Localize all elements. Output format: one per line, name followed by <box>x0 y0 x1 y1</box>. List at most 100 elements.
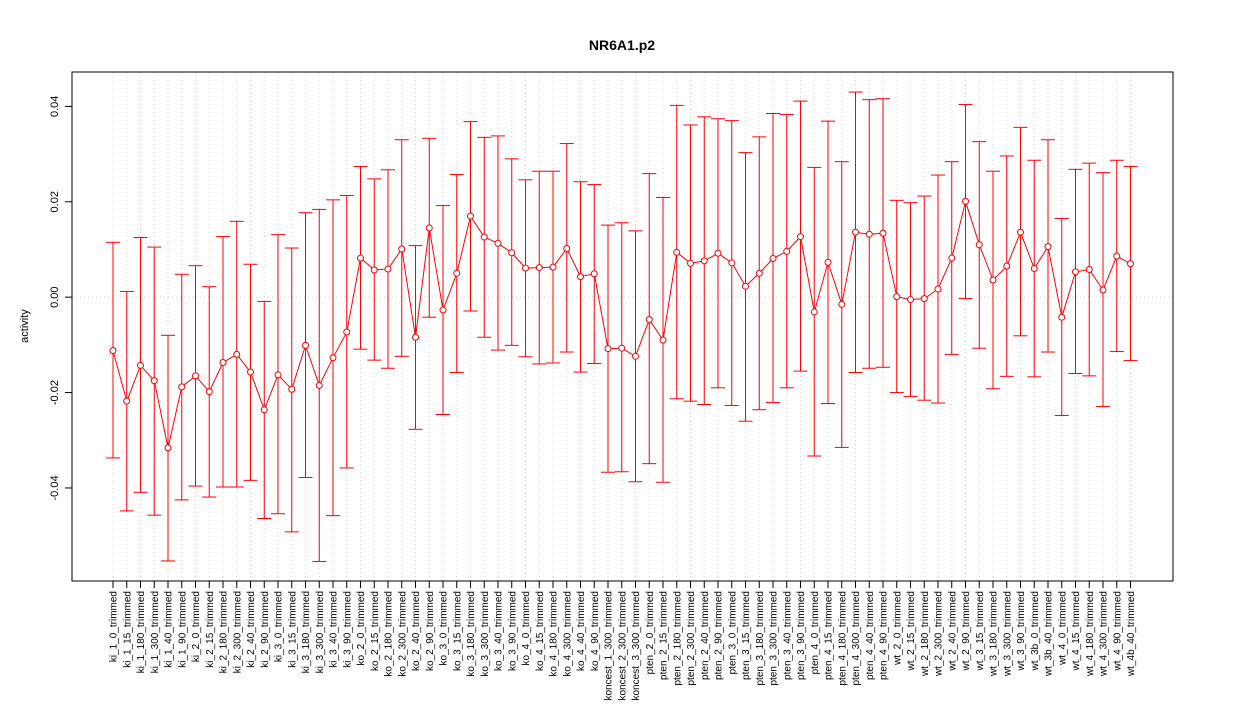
data-point <box>975 241 983 249</box>
data-point <box>535 264 543 272</box>
data-point <box>989 276 997 284</box>
data-point <box>453 269 461 277</box>
data-point <box>769 255 777 263</box>
x-tick-label: ki_1_90_trimmed <box>177 591 188 668</box>
x-tick-label: ki_3_180_trimmed <box>301 591 312 673</box>
x-tick-label: ko_2_300_trimmed <box>397 591 408 677</box>
data-point <box>1030 265 1038 273</box>
data-point <box>467 212 474 220</box>
data-point <box>137 361 144 369</box>
x-tick-label: ki_3_90_trimmed <box>342 591 353 668</box>
x-tick-label: ki_3_15_trimmed <box>287 591 298 668</box>
x-tick-label: ki_1_300_trimmed <box>150 591 161 673</box>
x-tick-label: ki_1_15_trimmed <box>122 591 133 668</box>
data-point <box>343 328 351 336</box>
x-tick-label: ko_2_90_trimmed <box>425 591 436 671</box>
x-tick-label: ko_3_0_trimmed <box>439 591 450 665</box>
x-tick-label: pten_3_300_trimmed <box>769 591 780 686</box>
x-tick-label: ko_4_180_trimmed <box>549 591 560 677</box>
x-tick-label: ki_2_0_trimmed <box>191 591 202 662</box>
data-point <box>645 316 653 324</box>
x-tick-label: pten_2_180_trimmed <box>672 591 683 686</box>
x-tick-label: ki_2_40_trimmed <box>246 591 257 668</box>
x-tick-label: wt_4b_40_trimmed <box>1126 591 1137 677</box>
x-tick-label: ko_4_0_trimmed <box>521 591 532 665</box>
data-point <box>329 354 337 362</box>
data-point <box>109 347 117 355</box>
x-tick-label: ko_4_15_trimmed <box>535 591 546 671</box>
y-tick-label: 0.02 <box>49 191 61 212</box>
data-point <box>590 270 598 278</box>
data-point <box>370 266 378 274</box>
x-tick-label: ko_3_40_trimmed <box>494 591 505 671</box>
data-point <box>247 368 254 376</box>
data-point <box>412 333 419 341</box>
error-bars <box>106 91 1138 562</box>
x-tick-label: ki_1_40_trimmed <box>164 591 175 668</box>
data-point <box>274 371 282 379</box>
data-point <box>1072 268 1079 276</box>
data-point <box>480 233 488 241</box>
data-point <box>494 239 502 247</box>
x-tick-label: pten_3_180_trimmed <box>755 591 766 686</box>
data-point <box>315 381 323 389</box>
x-tick-label: pten_2_40_trimmed <box>700 591 711 680</box>
data-point <box>178 383 186 391</box>
data-point <box>755 269 763 277</box>
x-tick-label: wt_3b_0_trimmed <box>1030 591 1041 671</box>
data-point <box>164 444 172 452</box>
y-axis: -0.04 -0.02 0.00 0.02 0.04 <box>49 96 73 501</box>
data-point <box>508 249 516 257</box>
data-point <box>907 296 914 304</box>
x-tick-label: ki_3_40_trimmed <box>329 591 340 668</box>
x-tick-label: ki_1_0_trimmed <box>109 591 120 662</box>
x-tick-label: wt_3_300_trimmed <box>1002 591 1013 677</box>
x-tick-label: koncest_2_300_trimmed <box>617 591 628 701</box>
x-tick-label: koncest_1_300_trimmed <box>604 591 615 701</box>
x-tick-label: ko_2_15_trimmed <box>370 591 381 671</box>
x-tick-label: ki_3_0_trimmed <box>274 591 285 662</box>
data-point <box>810 308 818 316</box>
x-tick-label: ki_2_90_trimmed <box>260 591 271 668</box>
x-tick-label: pten_3_15_trimmed <box>741 591 752 680</box>
x-tick-label: wt_2_90_trimmed <box>961 591 972 671</box>
data-point <box>632 352 639 360</box>
x-tick-label: ko_4_90_trimmed <box>590 591 601 671</box>
data-point <box>1085 265 1093 273</box>
data-point <box>865 230 873 238</box>
y-tick-label: -0.04 <box>49 475 61 500</box>
data-point <box>219 359 227 367</box>
data-point <box>357 254 364 262</box>
x-tick-label: wt_3_15_trimmed <box>975 591 986 671</box>
data-point <box>123 397 131 405</box>
y-tick-label: 0.00 <box>49 286 61 307</box>
data-point <box>687 259 694 267</box>
x-tick-label: pten_3_40_trimmed <box>782 591 793 680</box>
data-point <box>302 341 309 349</box>
y-tick-label: 0.04 <box>49 96 61 117</box>
x-tick-label: pten_4_300_trimmed <box>851 591 862 686</box>
data-point <box>797 233 804 241</box>
x-tick-label: ki_2_15_trimmed <box>205 591 216 668</box>
x-tick-label: pten_3_90_trimmed <box>796 591 807 680</box>
data-point <box>1044 243 1052 251</box>
data-point <box>700 257 708 265</box>
data-point <box>659 336 667 344</box>
data-point <box>577 273 584 281</box>
x-tick-label: wt_3_180_trimmed <box>989 591 1000 677</box>
data-point <box>893 293 901 301</box>
data-point <box>879 229 887 237</box>
data-point <box>192 372 199 380</box>
x-tick-label: pten_2_90_trimmed <box>714 591 725 680</box>
data-point <box>618 344 626 352</box>
data-point <box>1127 260 1134 268</box>
x-tick-label: ko_3_15_trimmed <box>452 591 463 671</box>
x-tick-label: pten_2_0_trimmed <box>645 591 656 674</box>
x-tick-label: pten_4_0_trimmed <box>810 591 821 674</box>
x-tick-label: koncest_3_300_trimmed <box>631 591 642 701</box>
data-point <box>783 247 791 255</box>
data-point <box>233 350 241 358</box>
x-tick-label: ki_3_300_trimmed <box>315 591 326 673</box>
data-point <box>920 295 928 303</box>
